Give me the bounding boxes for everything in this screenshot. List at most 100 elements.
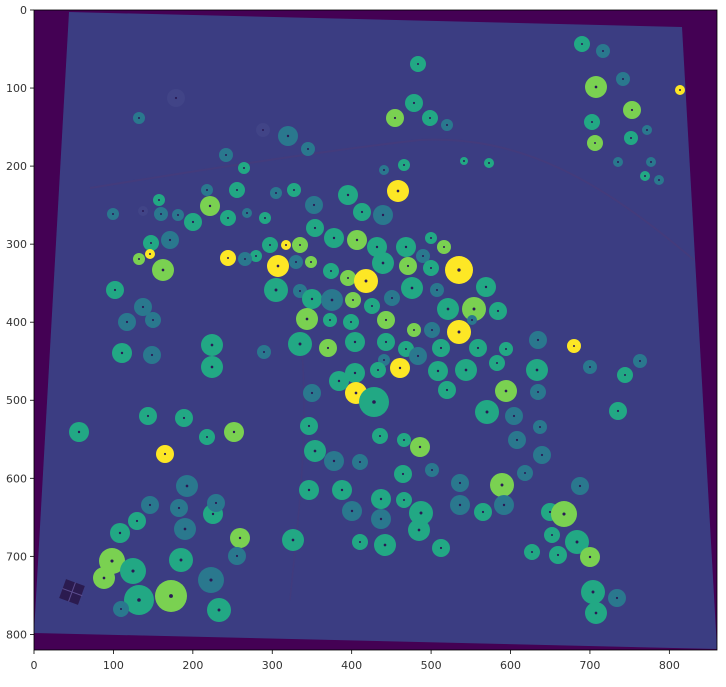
pivot-center <box>131 569 135 573</box>
pivot-center <box>430 267 432 269</box>
pivot-center <box>275 192 277 194</box>
pivot-center <box>235 554 239 558</box>
pivot-center <box>305 317 309 321</box>
pivot-center <box>615 596 619 600</box>
pivot-center <box>412 101 416 105</box>
pivot-center <box>419 511 423 515</box>
axes-frame <box>33 9 718 651</box>
x-tick-label: 800 <box>659 659 680 672</box>
pivot-center <box>488 162 490 164</box>
pivot-center <box>183 527 187 531</box>
pivot-center <box>307 148 309 150</box>
pivot-center <box>208 204 212 208</box>
x-axis: 0 100 200 300 400 500 600 700 800 <box>31 650 680 672</box>
pivot-center <box>330 298 334 302</box>
pivot-center <box>602 50 604 52</box>
plot-area <box>34 10 717 650</box>
pivot-center <box>578 484 582 488</box>
pivot-center <box>227 217 229 219</box>
pivot-center <box>285 244 287 246</box>
x-tick-label: 0 <box>31 659 38 672</box>
pivot-center <box>562 512 566 516</box>
pivot-center <box>384 340 388 344</box>
pivot-center <box>244 258 246 260</box>
road-line <box>89 138 695 261</box>
pivot-center <box>182 416 186 420</box>
dark-object <box>59 579 85 605</box>
pivot-center <box>163 452 167 456</box>
y-tick-label: 800 <box>6 628 27 641</box>
pivot-center <box>401 472 405 476</box>
pivot-center <box>594 611 598 615</box>
pivot-center <box>354 391 358 395</box>
pivot-center <box>445 388 449 392</box>
pivot-center <box>310 391 314 395</box>
pivot-center <box>179 558 183 562</box>
pivot-center <box>410 286 414 290</box>
pivot-center <box>381 213 385 217</box>
pivot-center <box>150 353 154 357</box>
pivot-center <box>177 214 179 216</box>
pivot-center <box>591 590 595 594</box>
pivot-center <box>384 318 388 322</box>
pivot-center <box>347 277 349 279</box>
pivot-center <box>630 137 632 139</box>
pivot-center <box>337 379 341 383</box>
pivot-center <box>573 345 575 347</box>
pivot-center <box>158 199 160 201</box>
pivot-center <box>458 503 462 507</box>
pivot-center <box>589 366 591 368</box>
pivot-center <box>551 534 553 536</box>
pivot-center <box>481 510 485 514</box>
pivot-center <box>591 121 593 123</box>
pivot-center <box>377 369 379 371</box>
pivot-center <box>463 160 465 162</box>
pivot-center <box>446 307 450 311</box>
pivot-center <box>353 371 357 375</box>
road-line <box>289 329 305 601</box>
pivot-center <box>150 242 152 244</box>
pivot-center <box>313 226 317 230</box>
pivot-center <box>616 409 620 413</box>
pivot-center <box>120 351 124 355</box>
pivot-center <box>312 203 316 207</box>
pivot-center <box>403 439 405 441</box>
pivot-center <box>679 89 681 91</box>
pivot-center <box>120 608 122 610</box>
pivot-center <box>355 238 359 242</box>
pivot-center <box>496 309 500 313</box>
pivot-center <box>299 290 301 292</box>
pivot-center <box>650 161 652 163</box>
pivot-center <box>359 541 361 543</box>
pivot-center <box>464 368 468 372</box>
pivot-center <box>210 365 214 369</box>
pivot-center <box>504 389 508 393</box>
pivot-center <box>243 167 245 169</box>
pivot-center <box>644 175 646 177</box>
pivot-center <box>393 116 397 120</box>
pivot-center <box>307 488 311 492</box>
pivot-center <box>431 329 433 331</box>
pivot-center <box>418 445 422 449</box>
pivot-center <box>161 268 165 272</box>
pivot-center <box>515 438 519 442</box>
pivot-center <box>352 299 354 301</box>
pivot-center <box>293 189 295 191</box>
pivot-center <box>405 348 407 350</box>
pivot-center <box>630 108 634 112</box>
pivot-center <box>537 391 539 393</box>
pivot-center <box>622 78 624 80</box>
pivot-center <box>624 374 626 376</box>
pivot-center <box>236 189 238 191</box>
pivot-center <box>594 142 596 144</box>
pivot-center <box>210 343 214 347</box>
pivot-center <box>383 359 385 361</box>
pivot-center <box>375 245 379 249</box>
pivot-center <box>152 319 154 321</box>
pivot-center <box>232 430 236 434</box>
pivot-center <box>340 488 344 492</box>
satellite-footprint <box>34 12 717 649</box>
pivot-center <box>417 63 419 65</box>
pivot-center <box>472 307 476 311</box>
pivot-center <box>383 543 387 547</box>
